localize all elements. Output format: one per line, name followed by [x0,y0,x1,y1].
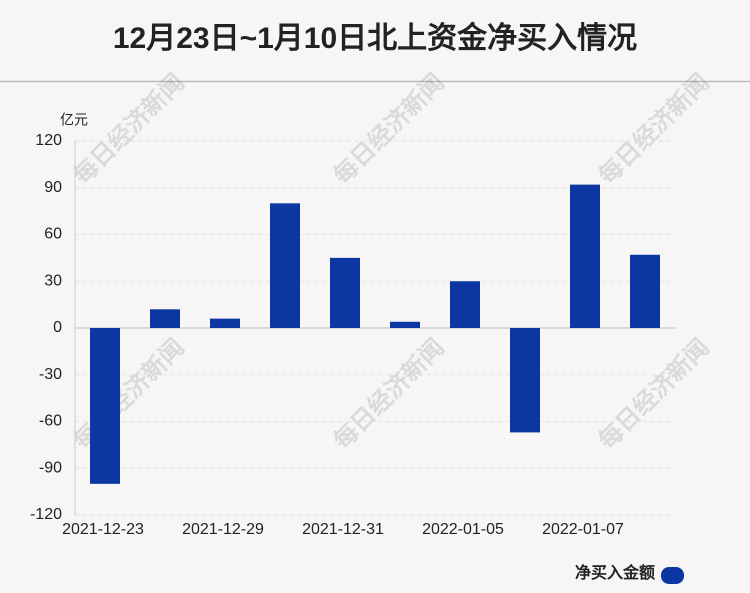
bar [390,321,420,328]
y-tick-label: 120 [35,132,62,149]
y-tick-label: -60 [39,413,62,430]
bar [630,254,660,328]
y-tick-label: 60 [44,226,62,243]
legend-swatch [661,567,684,584]
bar [330,257,360,328]
legend-label: 净买入金额 [575,563,655,582]
y-tick-label: -120 [30,506,62,523]
x-tick-label: 2021-12-29 [182,521,264,538]
bar [570,184,600,328]
bar [510,328,540,433]
chart-title: 12月23日~1月10日北上资金净买入情况 [113,21,637,55]
y-tick-label: -90 [39,459,62,476]
y-tick-label: 0 [53,319,62,336]
bar [90,328,120,484]
bar [150,309,180,328]
unit-label: 亿元 [60,112,88,128]
x-tick-label: 2021-12-23 [62,521,144,538]
y-tick-label: -30 [39,366,62,383]
bar [270,203,300,328]
x-tick-label: 2022-01-07 [542,521,624,538]
bar [210,318,240,328]
y-tick-label: 30 [44,272,62,289]
x-tick-label: 2022-01-05 [422,521,504,538]
x-tick-label: 2021-12-31 [302,521,384,538]
y-tick-label: 90 [44,179,62,196]
bar [450,281,480,328]
